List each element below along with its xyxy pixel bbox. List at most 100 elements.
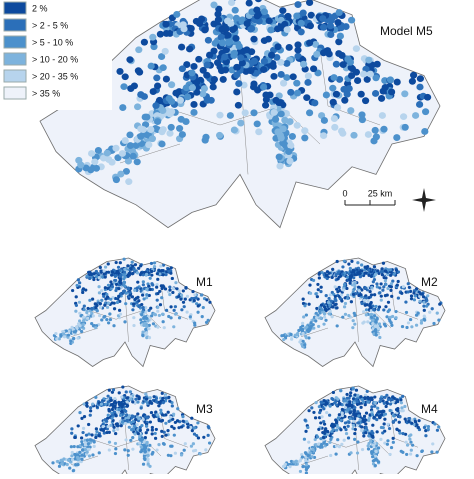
hex-cell	[133, 297, 137, 302]
hex-cell	[119, 273, 123, 277]
hex-cell	[89, 406, 93, 410]
hex-cell	[314, 443, 318, 447]
hex-cell	[90, 297, 95, 301]
hex-cell	[364, 431, 368, 435]
hex-cell	[341, 265, 345, 269]
hex-cell	[287, 142, 295, 149]
hex-cell	[277, 58, 285, 66]
canton-borders	[71, 412, 188, 470]
hex-cell	[214, 16, 222, 24]
hex-cell	[146, 428, 150, 432]
hex-cell	[195, 302, 199, 306]
hex-cell	[181, 289, 185, 293]
hex-cell	[279, 125, 287, 133]
hex-cell	[375, 282, 379, 286]
hex-cell	[320, 117, 328, 124]
hex-cell	[183, 297, 187, 301]
hex-cell	[178, 43, 186, 51]
hex-cell	[168, 288, 172, 292]
hex-cell	[339, 418, 343, 422]
hex-cell	[320, 401, 324, 405]
hex-cell	[97, 285, 101, 289]
hex-cell	[148, 420, 152, 424]
hex-cell	[138, 441, 142, 445]
hex-cell	[69, 339, 73, 343]
hex-cell	[110, 273, 114, 277]
hex-cell	[294, 89, 302, 97]
hex-cell	[297, 19, 305, 27]
hex-cell	[160, 269, 164, 273]
north-arrow-shape	[412, 188, 436, 212]
hex-cell	[132, 316, 136, 320]
hex-cell	[82, 304, 86, 308]
hex-cell	[301, 301, 306, 306]
hex-cell	[320, 49, 328, 57]
hex-cell	[222, 66, 230, 74]
hex-cell	[134, 418, 138, 422]
hex-cell	[71, 337, 76, 341]
hex-cell	[401, 409, 405, 413]
hex-cell	[390, 323, 394, 327]
hex-cell	[360, 288, 364, 292]
hex-cell	[195, 55, 203, 63]
hex-cell	[409, 289, 413, 293]
hex-cell	[351, 292, 356, 296]
hex-cell	[195, 433, 199, 438]
hex-cell	[306, 39, 314, 47]
hex-cell	[348, 400, 352, 404]
hex-cell	[325, 401, 329, 405]
hex-cell	[362, 97, 370, 105]
hex-cell	[370, 413, 375, 417]
hex-cell	[143, 446, 148, 450]
map-label: Model M5	[380, 24, 433, 38]
hex-cell	[104, 402, 108, 406]
hex-cell	[253, 6, 261, 14]
hex-cell	[398, 415, 402, 419]
hex-cell	[166, 429, 170, 433]
hex-cell	[127, 425, 131, 429]
hex-cell	[122, 277, 126, 281]
hex-cell	[255, 128, 263, 136]
hex-cell	[360, 397, 364, 402]
hex-cell	[335, 306, 339, 310]
hex-cell	[125, 413, 129, 417]
hex-cell	[146, 460, 150, 464]
hex-cell	[167, 123, 175, 131]
hex-cell	[81, 323, 85, 327]
hex-cell	[189, 425, 193, 430]
hex-cell	[169, 444, 173, 448]
hex-cell	[159, 107, 167, 114]
hex-cell	[144, 272, 149, 276]
hex-cell	[144, 327, 148, 331]
hex-cell	[350, 259, 354, 263]
hex-cell	[340, 442, 344, 446]
hex-cell	[316, 442, 321, 446]
hex-cell	[368, 413, 372, 417]
hex-cell	[104, 297, 108, 301]
hex-cell	[70, 450, 74, 455]
hex-cell	[317, 416, 322, 420]
hex-cell	[147, 284, 151, 288]
hex-cell	[87, 166, 95, 174]
hex-cell	[211, 39, 219, 47]
hex-cell	[364, 418, 368, 422]
hex-cell	[416, 83, 424, 91]
hex-cell	[98, 302, 102, 306]
hex-cell	[120, 420, 125, 424]
hex-cell	[335, 419, 339, 424]
hex-cell	[320, 415, 324, 419]
hex-cell	[371, 435, 375, 439]
hex-cell	[311, 323, 315, 327]
hex-cell	[323, 307, 328, 311]
hex-cell	[275, 153, 283, 161]
hex-cell	[334, 273, 338, 277]
hex-cell	[157, 313, 161, 317]
hex-cell	[326, 300, 331, 305]
hex-cell	[335, 259, 339, 264]
hex-cell	[314, 69, 322, 77]
hex-cell	[90, 433, 94, 437]
hex-cell	[250, 109, 258, 117]
hex-cell	[292, 460, 296, 464]
hex-cell	[109, 423, 113, 427]
hex-cell	[199, 66, 207, 74]
